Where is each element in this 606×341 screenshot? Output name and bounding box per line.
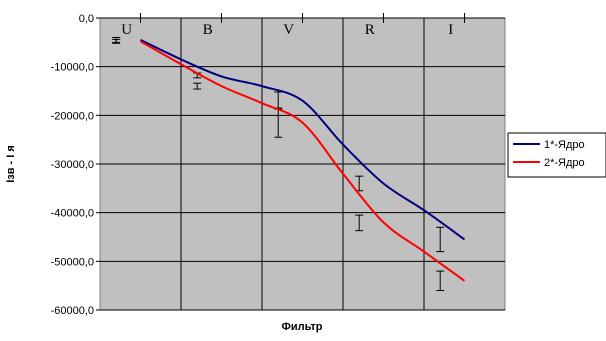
series-lines bbox=[140, 38, 466, 282]
band-label: B bbox=[203, 22, 213, 38]
legend-entries: 1*-Ядро 2*-Ядро bbox=[513, 139, 585, 169]
series-line-1 bbox=[140, 38, 466, 241]
legend-label-2: 2*-Ядро bbox=[544, 157, 585, 169]
band-label: V bbox=[283, 22, 294, 38]
y-tick-label: 0,0 bbox=[79, 13, 94, 25]
y-tick-label: -10000,0 bbox=[51, 62, 94, 74]
y-tick-label: -30000,0 bbox=[51, 159, 94, 171]
band-label: U bbox=[121, 22, 132, 38]
y-tick-label: -20000,0 bbox=[51, 110, 94, 122]
error-bars bbox=[112, 36, 445, 292]
error-bar-2 bbox=[112, 38, 121, 44]
legend-box bbox=[507, 132, 606, 178]
y-axis: 0,0 -10000,0 -20000,0 -30000,0 -40000,0 -5000… bbox=[51, 13, 100, 317]
legend: 1*-Ядро 2*-Ядро bbox=[507, 132, 606, 178]
legend-label-1: 1*-Ядро bbox=[544, 139, 585, 151]
x-axis-title: Фильтр bbox=[281, 321, 322, 333]
band-label: I bbox=[448, 22, 453, 38]
y-tick-label: -60000,0 bbox=[51, 305, 94, 317]
error-bar-2 bbox=[193, 82, 202, 90]
band-label: R bbox=[365, 22, 375, 38]
series-line-2 bbox=[140, 40, 466, 282]
y-axis-title: Iзв - I я bbox=[5, 145, 17, 183]
error-bar-2 bbox=[355, 214, 364, 232]
y-tick-label: -50000,0 bbox=[51, 256, 94, 268]
error-bar-1 bbox=[436, 226, 445, 253]
y-tick-label: -40000,0 bbox=[51, 208, 94, 220]
error-bar-2 bbox=[436, 270, 445, 292]
